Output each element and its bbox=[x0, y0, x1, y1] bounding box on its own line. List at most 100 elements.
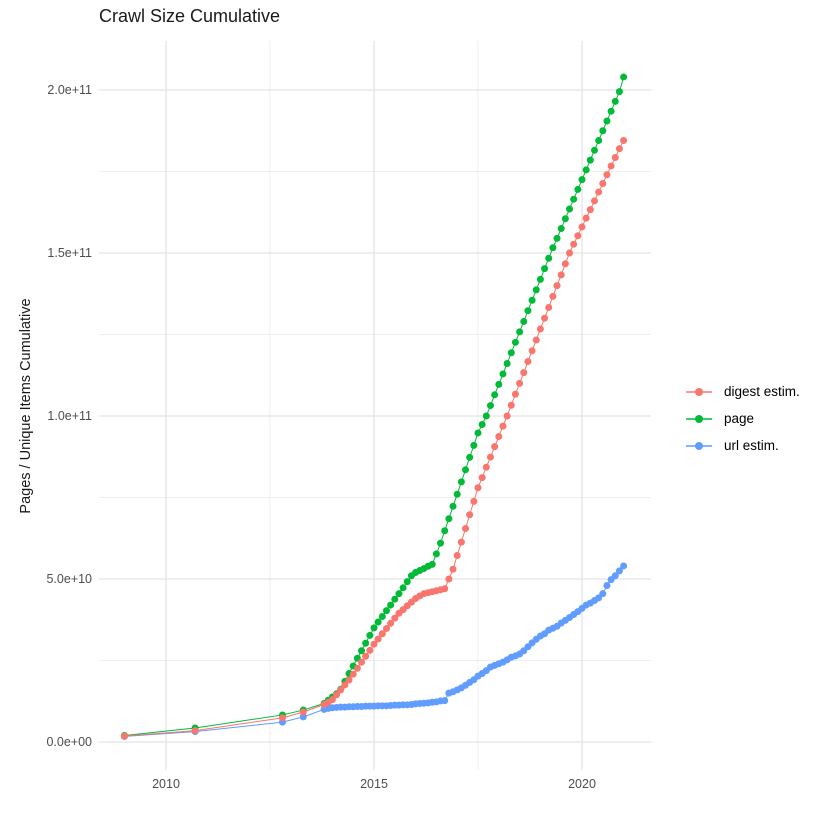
data-point bbox=[595, 137, 603, 145]
data-point bbox=[561, 260, 569, 268]
data-point bbox=[524, 307, 532, 315]
chart-title: Crawl Size Cumulative bbox=[99, 6, 281, 26]
data-point bbox=[395, 590, 403, 598]
data-point bbox=[445, 575, 453, 583]
legend-item-url-estim: url estim. bbox=[684, 432, 800, 459]
x-tick-label: 2015 bbox=[360, 777, 388, 791]
data-point bbox=[578, 223, 586, 231]
data-point bbox=[599, 127, 607, 135]
data-point bbox=[366, 646, 374, 654]
y-axis-title: Pages / Unique Items Cumulative bbox=[18, 298, 34, 514]
data-point bbox=[520, 317, 528, 325]
data-point bbox=[607, 162, 615, 170]
data-point bbox=[328, 696, 336, 704]
data-point bbox=[553, 234, 561, 242]
data-point bbox=[482, 463, 490, 471]
data-point bbox=[524, 358, 532, 366]
y-tick-label: 1.5e+11 bbox=[47, 246, 92, 260]
data-point bbox=[462, 524, 470, 532]
y-tick-label: 2.0e+11 bbox=[47, 83, 92, 97]
legend-item-digest-estim: digest estim. bbox=[684, 378, 800, 405]
data-point bbox=[399, 584, 407, 592]
data-point bbox=[278, 714, 286, 722]
data-point bbox=[474, 484, 482, 492]
data-point bbox=[557, 225, 565, 233]
data-point bbox=[474, 429, 482, 437]
data-point bbox=[345, 676, 353, 684]
data-point bbox=[387, 619, 395, 627]
data-point bbox=[299, 713, 307, 721]
series-page bbox=[120, 73, 628, 739]
data-point bbox=[549, 292, 557, 300]
data-point bbox=[453, 490, 461, 498]
y-tick-label: 0.0e+00 bbox=[46, 735, 92, 749]
data-point bbox=[470, 441, 478, 449]
data-point bbox=[503, 360, 511, 368]
data-point bbox=[453, 552, 461, 560]
data-point bbox=[615, 567, 623, 575]
x-tick-label: 2020 bbox=[568, 777, 596, 791]
data-point bbox=[545, 254, 553, 262]
data-point bbox=[457, 478, 465, 486]
data-point bbox=[445, 515, 453, 523]
data-point bbox=[441, 527, 449, 535]
data-point bbox=[466, 453, 474, 461]
data-point bbox=[478, 420, 486, 428]
data-point bbox=[549, 244, 557, 252]
data-point bbox=[620, 562, 628, 570]
data-point bbox=[378, 612, 386, 620]
data-point bbox=[491, 443, 499, 451]
data-point bbox=[428, 560, 436, 568]
legend-key-page-icon bbox=[686, 414, 712, 423]
data-point bbox=[574, 232, 582, 240]
data-point bbox=[520, 369, 528, 377]
data-point bbox=[561, 215, 569, 223]
legend-item-page: page bbox=[684, 405, 800, 432]
data-point bbox=[437, 539, 445, 547]
data-point bbox=[370, 640, 378, 648]
data-point bbox=[466, 511, 474, 519]
data-point bbox=[590, 146, 598, 154]
data-point bbox=[566, 249, 574, 257]
data-point bbox=[491, 391, 499, 399]
data-point bbox=[478, 474, 486, 482]
legend-label-url-estim: url estim. bbox=[724, 438, 779, 453]
data-point bbox=[486, 453, 494, 461]
data-point bbox=[382, 625, 390, 633]
y-tick-label: 1.0e+11 bbox=[47, 409, 92, 423]
x-tick-label: 2010 bbox=[152, 777, 180, 791]
data-point bbox=[603, 582, 611, 590]
series-digest-estim bbox=[120, 137, 628, 740]
data-point bbox=[341, 681, 349, 689]
legend-key-url-estim-icon bbox=[686, 441, 712, 450]
data-point bbox=[432, 550, 440, 558]
legend: digest estim. page url estim. bbox=[684, 378, 800, 459]
data-point bbox=[536, 275, 544, 283]
data-point bbox=[582, 214, 590, 222]
data-point bbox=[590, 197, 598, 205]
data-series bbox=[120, 73, 628, 740]
data-point bbox=[516, 379, 524, 387]
data-point bbox=[599, 180, 607, 188]
data-point bbox=[607, 107, 615, 115]
data-point bbox=[528, 347, 536, 355]
data-point bbox=[449, 502, 457, 510]
minor-gridlines bbox=[99, 41, 651, 770]
legend-label-page: page bbox=[724, 411, 755, 426]
data-point bbox=[586, 206, 594, 214]
data-point bbox=[532, 286, 540, 294]
data-point bbox=[570, 195, 578, 203]
data-point bbox=[495, 380, 503, 388]
data-point bbox=[553, 282, 561, 290]
data-point bbox=[299, 708, 307, 716]
data-point bbox=[374, 618, 382, 626]
legend-key-digest-estim-icon bbox=[686, 387, 712, 396]
data-point bbox=[615, 88, 623, 96]
data-point bbox=[532, 336, 540, 344]
data-point bbox=[595, 188, 603, 196]
data-point bbox=[620, 73, 628, 81]
data-point bbox=[333, 691, 341, 699]
data-point bbox=[403, 578, 411, 586]
